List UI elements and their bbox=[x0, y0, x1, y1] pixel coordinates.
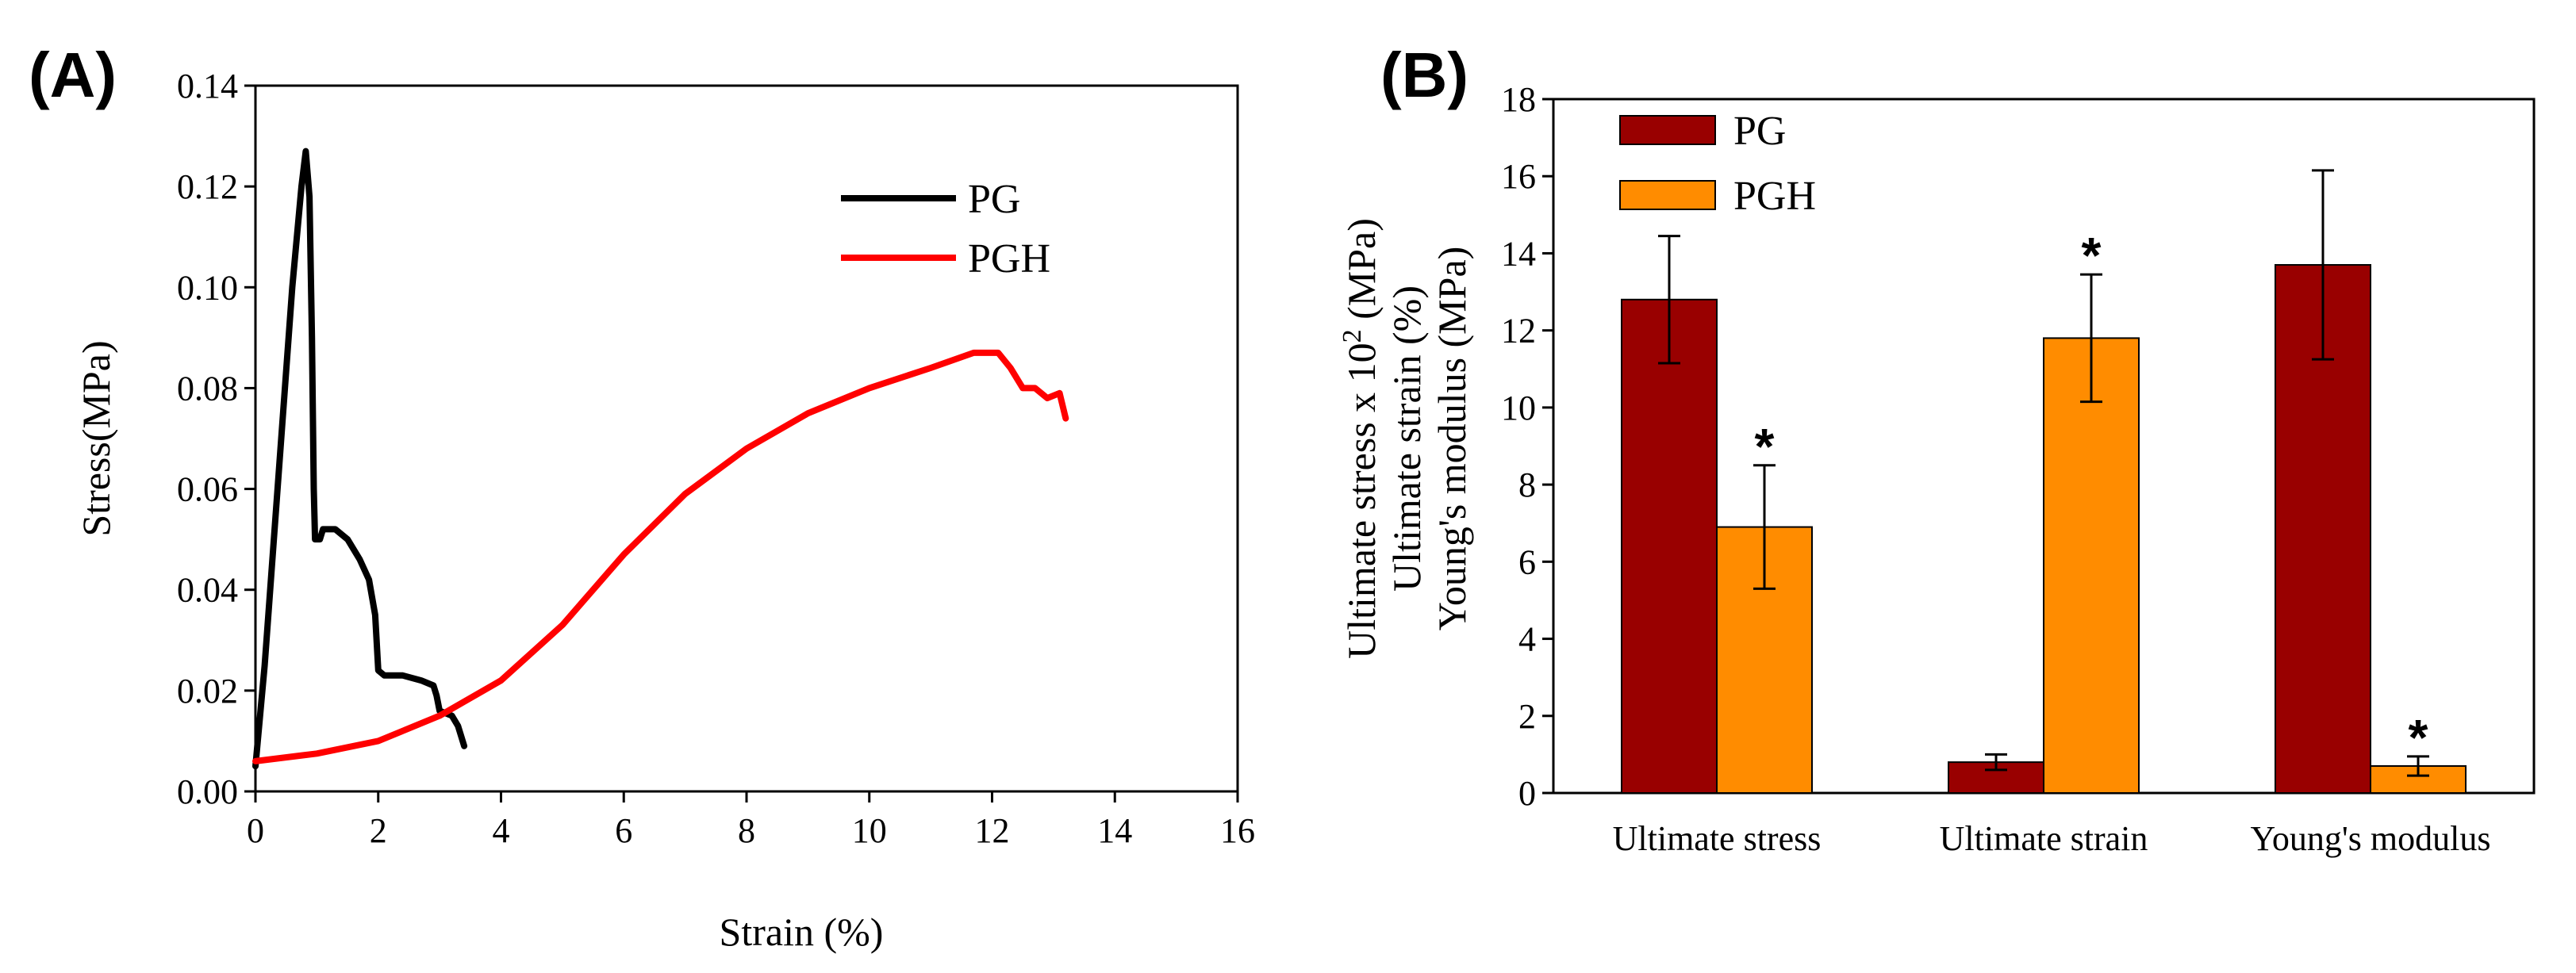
x-tick-label: 12 bbox=[975, 811, 1010, 850]
category-label: Ultimate stress bbox=[1613, 819, 1822, 858]
y-tick-label: 0.02 bbox=[177, 672, 238, 711]
category-label: Ultimate strain bbox=[1940, 819, 2148, 858]
y-tick-label: 10 bbox=[1501, 389, 1536, 427]
panel-a: (A) 0.00 0.02 0.04 0.06 0.08 0.10 0.12 0.14 0 2 4… bbox=[29, 40, 1255, 954]
y-tick-label: 0.10 bbox=[177, 268, 238, 307]
y-tick-label: 0.00 bbox=[177, 772, 238, 811]
series-line-pgh bbox=[252, 349, 1069, 764]
y-tick-label: 6 bbox=[1518, 542, 1536, 581]
x-tick-label: 6 bbox=[615, 811, 632, 850]
panel-a-y-label: Stress(MPa) bbox=[74, 340, 118, 536]
y-tick-label: 16 bbox=[1501, 157, 1536, 196]
y-tick-label: 0.06 bbox=[177, 470, 238, 509]
y-tick-label: 2 bbox=[1518, 697, 1536, 736]
legend-label-pgh: PGH bbox=[1733, 174, 1816, 219]
y-tick-label: 14 bbox=[1501, 234, 1536, 273]
significance-marker: * bbox=[2409, 709, 2428, 766]
panel-a-x-label: Strain (%) bbox=[720, 910, 884, 954]
panel-a-tag: (A) bbox=[29, 40, 117, 110]
legend-swatch-pgh bbox=[1619, 180, 1716, 210]
panel-a-x-axis: 0 2 4 6 8 10 12 14 16 bbox=[247, 791, 1255, 850]
bar-pg bbox=[1621, 298, 1718, 794]
panel-b-y-axis: 0 2 4 6 8 10 12 14 16 18 bbox=[1501, 80, 1553, 813]
y-label-line-2: Ultimate strain (%) bbox=[1384, 285, 1429, 592]
significance-marker: * bbox=[1755, 418, 1775, 475]
y-tick-label: 4 bbox=[1518, 620, 1536, 659]
x-tick-label: 10 bbox=[852, 811, 887, 850]
series-line-pg bbox=[252, 147, 468, 770]
x-tick-label: 2 bbox=[370, 811, 387, 850]
y-tick-label: 0 bbox=[1518, 774, 1536, 813]
x-tick-label: 16 bbox=[1220, 811, 1255, 850]
y-tick-label: 12 bbox=[1501, 312, 1536, 351]
bar-pg bbox=[1948, 761, 2044, 794]
panel-a-y-axis: 0.00 0.02 0.04 0.06 0.08 0.10 0.12 0.14 bbox=[177, 67, 255, 811]
y-label-line-1: Ultimate stress x 102 (MPa) bbox=[1338, 218, 1384, 659]
y-tick-label: 0.12 bbox=[177, 167, 238, 206]
y-tick-label: 0.04 bbox=[177, 571, 238, 610]
panel-b-bars: * * * bbox=[1621, 169, 2467, 795]
bar-pgh bbox=[2043, 337, 2140, 794]
legend-label-pg: PG bbox=[968, 177, 1020, 222]
y-tick-label: 18 bbox=[1501, 80, 1536, 119]
x-tick-label: 14 bbox=[1097, 811, 1132, 850]
legend-label-pgh: PGH bbox=[968, 236, 1050, 282]
panel-b-legend: PG PGH bbox=[1619, 109, 1816, 219]
category-label: Young's modulus bbox=[2251, 819, 2491, 858]
x-tick-label: 4 bbox=[493, 811, 510, 850]
panel-b-tag: (B) bbox=[1380, 40, 1468, 110]
y-tick-label: 0.08 bbox=[177, 369, 238, 408]
y-tick-label: 0.14 bbox=[177, 67, 238, 105]
x-tick-label: 0 bbox=[247, 811, 264, 850]
legend-swatch-pg bbox=[1619, 115, 1716, 145]
x-tick-label: 8 bbox=[738, 811, 755, 850]
y-label-line-3: Young's modulus (MPa) bbox=[1430, 247, 1474, 631]
panel-b-y-label: Ultimate stress x 102 (MPa) Ultimate str… bbox=[1338, 218, 1474, 659]
y-tick-label: 8 bbox=[1518, 465, 1536, 504]
legend-label-pg: PG bbox=[1733, 109, 1786, 154]
panel-b-x-axis: Ultimate stress Ultimate strain Young's mo… bbox=[1613, 819, 2491, 858]
significance-marker: * bbox=[2082, 227, 2102, 284]
panel-a-plot-area bbox=[254, 84, 1239, 793]
panel-a-series bbox=[252, 147, 1069, 770]
panel-a-legend: PG PGH bbox=[841, 177, 1050, 282]
